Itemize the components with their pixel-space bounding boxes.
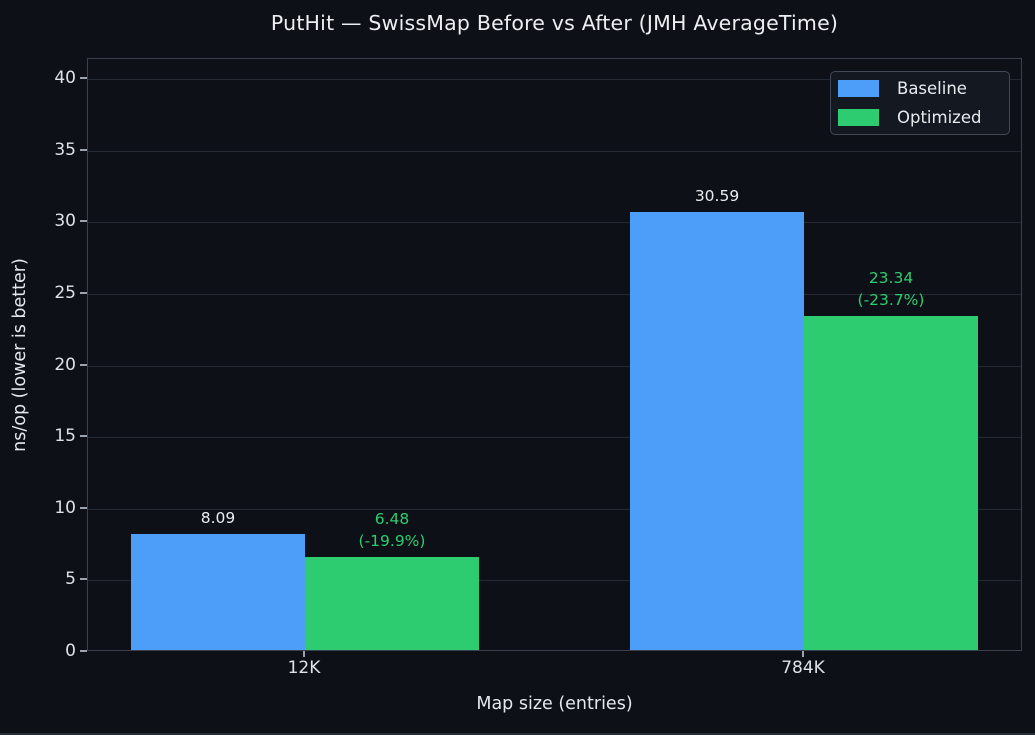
bar-baseline-784k	[630, 211, 804, 650]
y-tick-mark	[80, 650, 87, 652]
bar-baseline-12k	[131, 534, 305, 650]
gridline	[88, 79, 1021, 81]
y-tick-mark	[80, 435, 87, 438]
bar-value-label: 8.09	[200, 509, 236, 528]
legend-label-optimized: Optimized	[897, 108, 982, 127]
x-tick-label-12k: 12K	[287, 658, 321, 678]
y-tick-mark	[80, 363, 87, 366]
y-tick-label: 35	[54, 139, 76, 160]
y-tick-mark	[80, 291, 87, 294]
legend-label-baseline: Baseline	[897, 79, 967, 98]
y-tick-label: 40	[54, 68, 76, 89]
gridline	[88, 365, 1021, 367]
legend-swatch-optimized	[838, 109, 879, 126]
legend: Baseline Optimized	[830, 71, 1010, 135]
y-tick-label: 10	[54, 497, 76, 518]
bar-value-label: 30.59	[694, 186, 740, 205]
y-tick-label: 20	[54, 354, 76, 375]
y-tick-mark	[80, 77, 87, 80]
y-tick-mark	[80, 220, 87, 223]
legend-swatch-baseline	[838, 80, 879, 97]
gridline	[88, 150, 1021, 152]
window-bottom-edge	[0, 733, 1035, 735]
gridline	[88, 293, 1021, 295]
gridline	[88, 222, 1021, 224]
y-tick-label: 25	[54, 282, 76, 303]
gridline	[88, 508, 1021, 510]
y-tick-mark	[80, 578, 87, 581]
legend-row-optimized: Optimized	[838, 103, 1009, 132]
bar-optimized-12k	[305, 557, 479, 650]
gridline	[88, 437, 1021, 439]
y-tick-mark	[80, 506, 87, 509]
y-tick-label: 15	[54, 426, 76, 447]
chart-title: PutHit — SwissMap Before vs After (JMH A…	[270, 11, 839, 35]
y-tick-label: 5	[65, 569, 76, 590]
gridline	[88, 580, 1021, 582]
y-tick-mark	[80, 148, 87, 151]
bar-value-label: 6.48 (-19.9%)	[358, 510, 426, 551]
x-axis-label: Map size (entries)	[476, 694, 633, 714]
legend-row-baseline: Baseline	[838, 74, 1009, 103]
x-tick-mark	[802, 651, 804, 657]
y-tick-label: 30	[54, 211, 76, 232]
bar-value-label: 23.34 (-23.7%)	[857, 268, 925, 309]
x-tick-label-784k: 784K	[781, 658, 825, 678]
bar-optimized-784k	[804, 315, 978, 650]
x-tick-mark	[303, 651, 305, 657]
plot-area: 8.09 6.48 (-19.9%) 30.59 23.34 (-23.7%)	[87, 58, 1022, 651]
y-tick-label: 0	[65, 641, 76, 661]
